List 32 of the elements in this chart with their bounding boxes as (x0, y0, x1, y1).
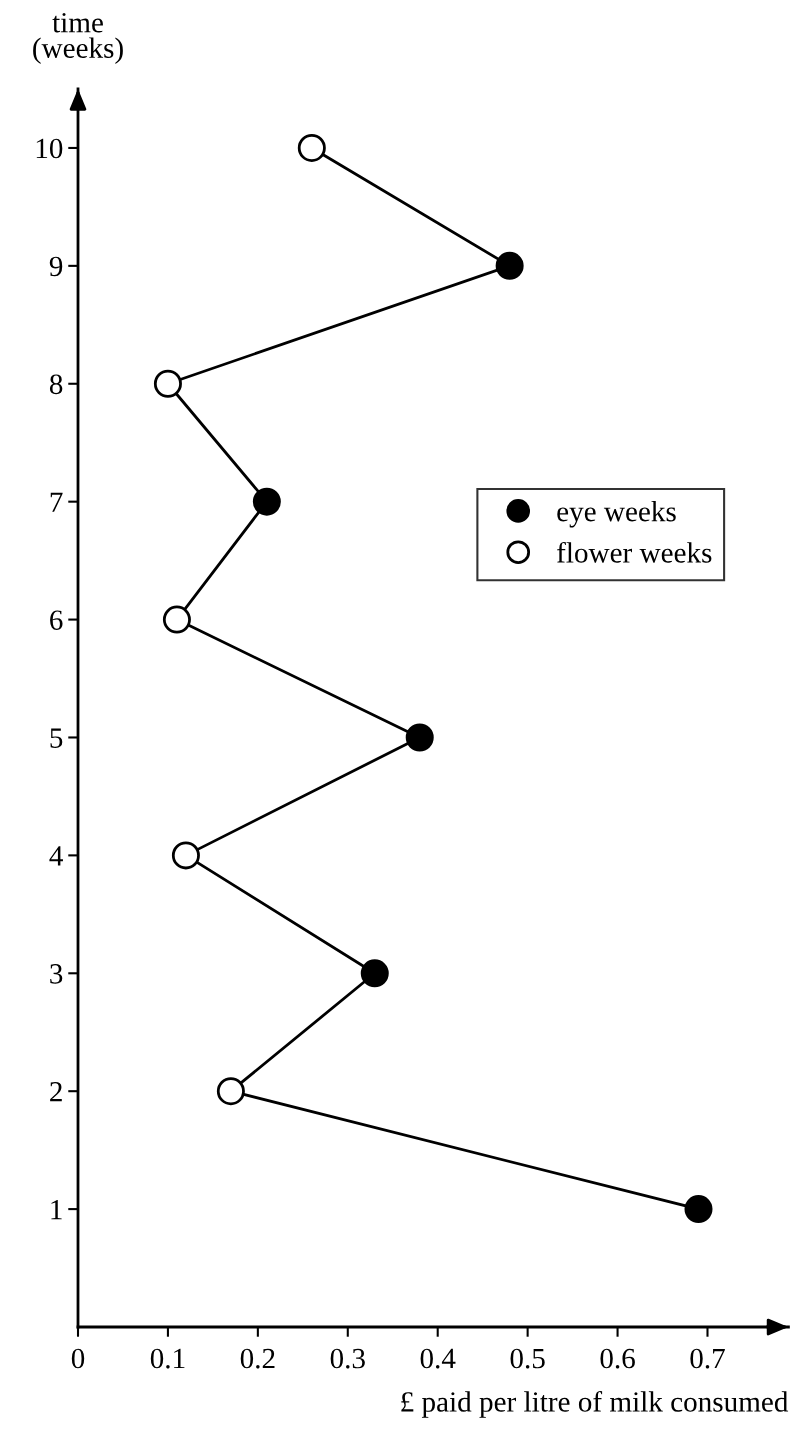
point (684, 1195, 713, 1224)
y-tick-label: 5 (50, 728, 63, 748)
point (405, 723, 434, 752)
point (495, 251, 524, 280)
y-tick-label: 9 (49, 256, 63, 277)
y-tick-label: 6 (50, 610, 63, 630)
x-tick-label: 0.4 (420, 1348, 456, 1369)
x-tick-label: 0.2 (240, 1348, 275, 1369)
y-tick-label: 1 (51, 1199, 62, 1220)
x-tick-label: 0.5 (510, 1348, 545, 1369)
point (360, 959, 389, 988)
point (252, 487, 281, 516)
legend-label: flower weeks (557, 541, 712, 563)
x-tick-label: 0.1 (150, 1348, 185, 1369)
x-tick-label: 0 (71, 1348, 85, 1369)
y-axis-title: time (weeks) (33, 12, 123, 64)
y-tick-label: 10 (36, 138, 63, 159)
y-tick-label: 2 (50, 1082, 62, 1102)
y-tick-label: 7 (50, 492, 63, 512)
point (216, 1077, 245, 1106)
x-tick-label: 0.6 (600, 1348, 635, 1369)
legend-label: eye weeks (557, 500, 676, 528)
point (171, 841, 200, 870)
y-tick-label: 3 (50, 964, 63, 984)
x-axis-title: £ paid per litre of milk consumed (401, 1390, 789, 1418)
point (162, 605, 191, 634)
point (153, 369, 182, 398)
point (297, 133, 326, 162)
x-tick-label: 0.3 (330, 1348, 365, 1369)
x-tick-label: 0.7 (690, 1348, 725, 1369)
y-tick-label: 4 (49, 846, 63, 866)
y-tick-label: 8 (49, 374, 63, 395)
